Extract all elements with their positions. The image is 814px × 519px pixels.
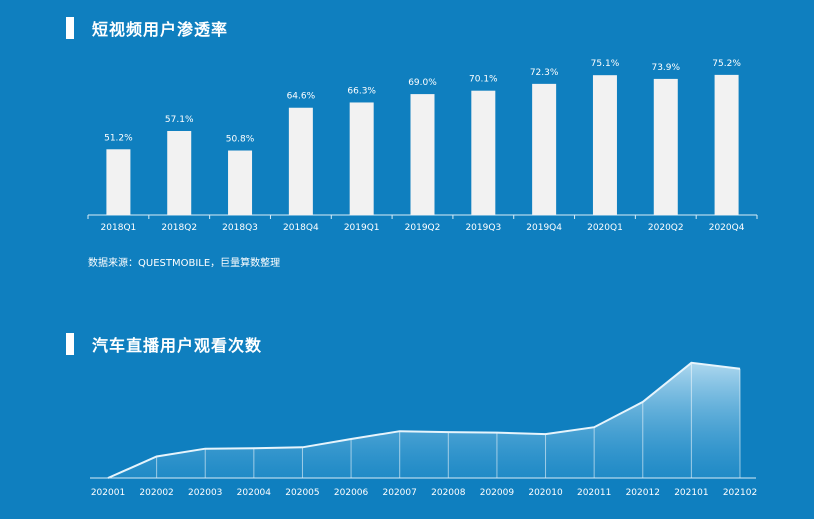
- bar-2019Q4: [532, 83, 557, 216]
- chart1-title-text: 短视频用户渗透率: [92, 20, 229, 39]
- x-tick-label: 202012: [626, 488, 660, 498]
- x-tick-label: 2019Q3: [465, 223, 501, 233]
- bar-value-label: 72.3%: [530, 68, 559, 78]
- bar-value-label: 70.1%: [469, 75, 498, 85]
- bar-value-label: 75.1%: [591, 59, 620, 69]
- area-fill: [108, 362, 740, 478]
- x-tick-label: 2018Q2: [161, 223, 197, 233]
- bar-2020Q2: [653, 78, 678, 215]
- x-tick-label: 202007: [383, 488, 417, 498]
- bar-value-label: 66.3%: [347, 86, 376, 96]
- x-tick-label: 2020Q2: [648, 223, 684, 233]
- x-tick-label: 2018Q1: [101, 223, 137, 233]
- x-tick-label: 202006: [334, 488, 369, 498]
- title-marker: [66, 333, 74, 355]
- source-note: 数据来源：QUESTMOBILE，巨量算数整理: [88, 258, 281, 269]
- bar-2018Q1: [106, 149, 131, 215]
- bar-2019Q2: [410, 94, 435, 215]
- chart2-title: 汽车直播用户观看次数: [66, 333, 262, 355]
- x-tick-label: 202002: [139, 488, 173, 498]
- bar-value-label: 50.8%: [226, 135, 255, 145]
- bar-value-label: 57.1%: [165, 115, 194, 125]
- x-tick-label: 202102: [723, 488, 757, 498]
- title-marker: [66, 17, 74, 39]
- x-tick-label: 2018Q3: [222, 223, 258, 233]
- x-tick-label: 2020Q4: [709, 223, 745, 233]
- x-tick-label: 202009: [480, 488, 515, 498]
- x-tick-label: 202001: [91, 488, 125, 498]
- x-tick-label: 202004: [237, 488, 272, 498]
- area-line: [107, 361, 741, 479]
- bar-value-label: 64.6%: [287, 92, 316, 102]
- x-tick-label: 202005: [285, 488, 319, 498]
- x-tick-label: 202101: [674, 488, 708, 498]
- x-tick-label: 2019Q1: [344, 223, 380, 233]
- bar-2019Q1: [349, 102, 374, 215]
- x-tick-label: 2018Q4: [283, 223, 319, 233]
- bar-value-label: 51.2%: [104, 133, 133, 143]
- bar-2019Q3: [471, 90, 496, 215]
- x-tick-label: 2020Q1: [587, 223, 623, 233]
- chart1-title: 短视频用户渗透率: [66, 17, 228, 39]
- x-tick-label: 202011: [577, 488, 611, 498]
- chart2-title-text: 汽车直播用户观看次数: [92, 336, 263, 355]
- x-tick-label: 2019Q2: [405, 223, 441, 233]
- bar-2018Q4: [288, 107, 313, 215]
- bar-2018Q2: [167, 130, 192, 215]
- bar-2020Q4: [714, 74, 739, 215]
- bar-value-label: 69.0%: [408, 78, 437, 88]
- bar-2018Q3: [228, 150, 253, 215]
- bar-2020Q1: [592, 75, 617, 215]
- x-tick-label: 202003: [188, 488, 222, 498]
- x-tick-label: 2019Q4: [526, 223, 562, 233]
- bar-chart: 51.2% 2018Q1 57.1% 2018Q2 50.8% 2018Q3 64.6% 20…: [87, 59, 758, 233]
- x-tick-label: 202010: [528, 488, 563, 498]
- x-tick-label: 202008: [431, 488, 466, 498]
- bar-value-label: 73.9%: [651, 63, 680, 73]
- bar-value-label: 75.2%: [712, 59, 741, 69]
